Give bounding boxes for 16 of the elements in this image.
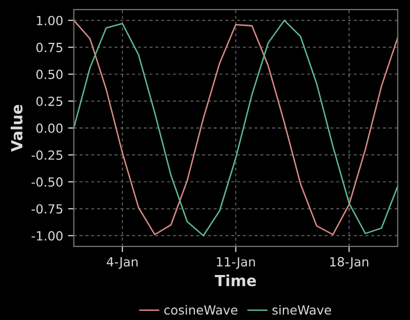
x-axis-title: Time <box>214 274 256 286</box>
y-tick-label: 0.50 <box>36 70 63 80</box>
y-tick-label: -0.50 <box>32 177 63 187</box>
y-tick-label: -0.25 <box>32 150 62 160</box>
y-axis-title: Value <box>10 104 23 152</box>
x-tick-label: 18-Jan <box>330 257 368 269</box>
x-tick-label: 4-Jan <box>106 257 138 269</box>
y-tick-label: -0.75 <box>32 204 62 214</box>
y-tick-label: -1.00 <box>32 231 63 241</box>
y-tick-label: 0.00 <box>36 123 63 133</box>
legend-label: sineWave <box>272 305 332 315</box>
y-tick-label: 0.75 <box>36 42 62 52</box>
y-tick-label: 1.00 <box>36 16 63 26</box>
legend-label: cosineWave <box>164 305 238 315</box>
x-tick-label: 11-Jan <box>216 257 255 269</box>
y-tick-label: 0.25 <box>36 96 62 106</box>
